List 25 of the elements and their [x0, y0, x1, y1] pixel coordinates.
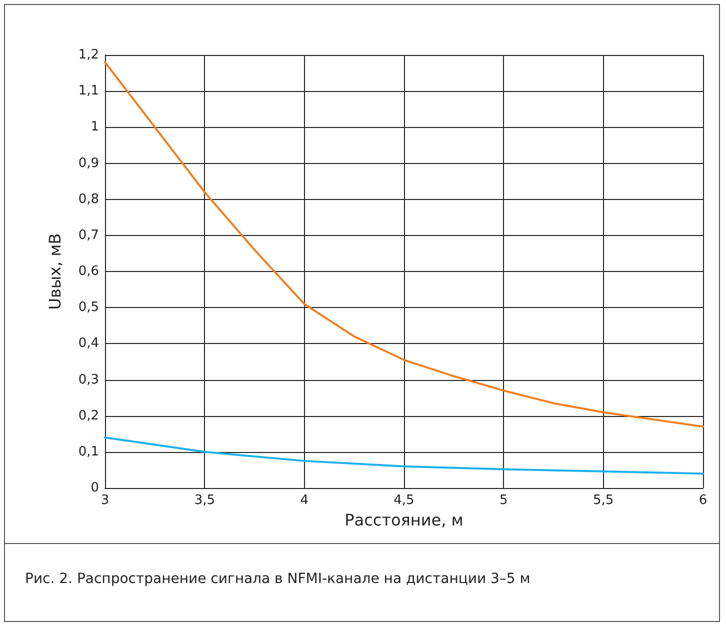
y-axis-title: Uвых, мВ	[46, 233, 64, 310]
line-series	[104, 61, 704, 428]
x-tick-label: 6	[698, 493, 708, 508]
y-tick-label: 0,1	[78, 444, 99, 460]
y-tick-label: 0,3	[78, 372, 99, 388]
text: Рис. 2. Распространение сигнала в NFMI-канале на дистанции 3–5 м	[25, 571, 530, 587]
x-tick-label: 4,5	[394, 493, 414, 508]
x-tick-label: 4	[300, 493, 308, 508]
x-tick-label: 5	[500, 493, 508, 508]
y-tick-label: 0,2	[78, 408, 99, 424]
y-tick-label: 0,7	[78, 228, 99, 243]
line-series	[104, 436, 704, 475]
y-tick-label: 0,5	[78, 300, 99, 316]
y-tick-label: 0	[90, 480, 99, 496]
y-tick-label: 0,8	[78, 192, 99, 207]
y-tick-label: 1,2	[78, 48, 99, 62]
y-tick-label: 1,1	[78, 84, 99, 99]
y-tick-label: 1	[90, 120, 99, 135]
x-tick-label: 5,5	[592, 493, 614, 508]
x-tick-label: 3,5	[194, 493, 216, 508]
x-axis-title: Расстояние, м	[344, 510, 464, 530]
x-tick-label: 3	[100, 493, 110, 508]
y-tick-label: 0,9	[78, 156, 99, 171]
y-tick-label: 0,6	[78, 264, 99, 279]
y-tick-label: 0,4	[78, 336, 99, 352]
